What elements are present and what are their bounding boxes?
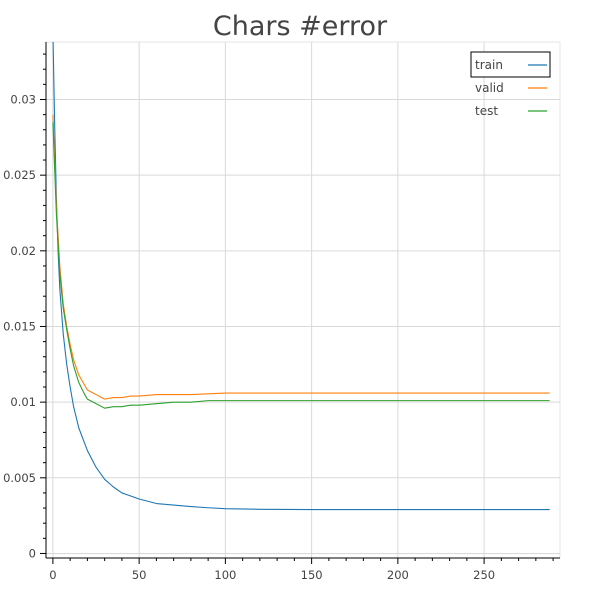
x-tick-label: 0 xyxy=(49,568,56,582)
x-tick-label: 200 xyxy=(387,568,409,582)
legend-label: valid xyxy=(475,81,504,95)
axes: 0 50 100 150 200 250 0 0.005 0.01 0.015 0.02 0.025 0… xyxy=(3,42,560,582)
legend-label: train xyxy=(475,58,503,72)
legend: train valid test xyxy=(470,51,551,118)
y-tick-label: 0.015 xyxy=(3,319,36,333)
y-tick-label: 0.02 xyxy=(10,244,36,258)
y-tick-label: 0.01 xyxy=(10,395,36,409)
series-line-test xyxy=(52,122,550,409)
plot-area xyxy=(45,41,561,559)
chart-title: Chars #error xyxy=(213,11,388,42)
x-tick-label: 100 xyxy=(214,568,236,582)
grid-lines xyxy=(46,42,560,558)
x-tick-label: 250 xyxy=(473,568,495,582)
x-tick-label: 150 xyxy=(301,568,323,582)
y-tick-label: 0.03 xyxy=(10,93,36,107)
series-lines xyxy=(52,42,550,511)
series-line-train xyxy=(52,42,550,511)
y-tick-label: 0 xyxy=(29,546,36,560)
x-tick-label: 50 xyxy=(132,568,147,582)
y-tick-label: 0.025 xyxy=(3,168,36,182)
y-tick-label: 0.005 xyxy=(3,471,36,485)
legend-label: test xyxy=(475,104,498,118)
